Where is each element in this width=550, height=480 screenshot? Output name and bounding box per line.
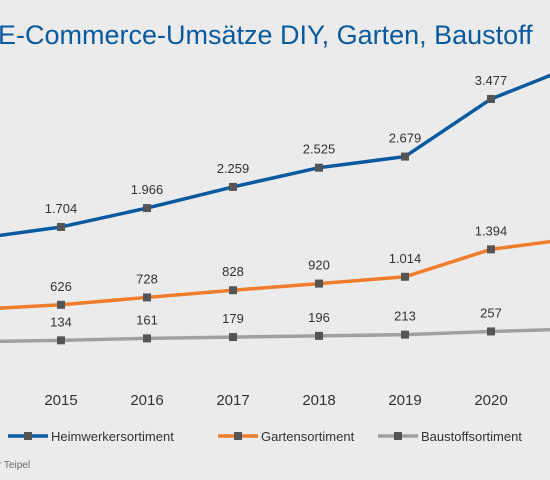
data-labels: 1.704 1.966 2.259 2.525 2.679 3.477 626 728 828 9… <box>45 73 508 329</box>
series-marker-0-2 <box>143 204 151 213</box>
data-label-0-3: 2.259 <box>217 161 250 176</box>
data-label-2-3: 179 <box>222 311 244 326</box>
data-label-1-4: 920 <box>308 258 330 273</box>
x-tick-2020: 2020 <box>474 392 507 409</box>
data-label-0-5: 2.679 <box>389 131 422 146</box>
data-label-0-4: 2.525 <box>303 142 336 157</box>
series-marker-1-1 <box>57 300 65 309</box>
x-tick-2018: 2018 <box>302 392 335 409</box>
series-marker-2-2 <box>143 334 151 343</box>
legend-label-2: Baustoffsortiment <box>421 429 522 444</box>
series-marker-0-5 <box>401 152 409 161</box>
x-axis-ticks: 2015 2016 2017 2018 2019 2020 <box>44 392 507 409</box>
series-marker-2-4 <box>315 331 323 340</box>
series-marker-2-5 <box>401 330 409 339</box>
x-tick-2016: 2016 <box>130 392 163 409</box>
data-label-1-3: 828 <box>222 264 244 279</box>
data-label-0-2: 1.966 <box>131 182 164 197</box>
series-marker-2-3 <box>229 333 237 342</box>
legend-marker-1 <box>234 432 242 440</box>
data-label-1-2: 728 <box>136 271 158 286</box>
series-marker-1-3 <box>229 286 237 295</box>
series-markers <box>57 94 495 345</box>
legend-marker-2 <box>394 432 402 440</box>
data-label-1-6: 1.394 <box>475 223 508 238</box>
data-label-2-4: 196 <box>308 310 330 325</box>
series-marker-1-5 <box>401 272 409 281</box>
data-label-0-6: 3.477 <box>475 73 508 88</box>
data-label-2-1: 134 <box>50 314 72 329</box>
series-marker-1-2 <box>143 293 151 302</box>
series-marker-2-6 <box>487 327 495 336</box>
series-lines <box>0 73 550 344</box>
chart-title: E-Commerce-Umsätze DIY, Garten, Baustoff <box>0 20 533 50</box>
x-tick-2015: 2015 <box>44 392 77 409</box>
series-line-0 <box>0 73 550 238</box>
series-marker-0-1 <box>57 222 65 231</box>
series-marker-0-4 <box>315 163 323 172</box>
x-tick-2019: 2019 <box>388 392 421 409</box>
x-tick-2017: 2017 <box>216 392 249 409</box>
legend-label-1: Gartensortiment <box>261 429 355 444</box>
series-marker-1-6 <box>487 245 495 254</box>
source-note: r Teipel <box>0 460 30 471</box>
data-label-0-1: 1.704 <box>45 201 78 216</box>
data-label-2-6: 257 <box>480 305 502 320</box>
series-line-1 <box>0 239 550 310</box>
data-label-1-5: 1.014 <box>389 251 422 266</box>
legend-label-0: Heimwerkersortiment <box>51 429 174 444</box>
series-marker-2-1 <box>57 336 65 345</box>
data-label-2-5: 213 <box>394 309 416 324</box>
series-line-2 <box>0 328 550 344</box>
data-label-1-1: 626 <box>50 279 72 294</box>
legend: Heimwerkersortiment Gartensortiment Bausto… <box>8 429 522 444</box>
series-marker-0-3 <box>229 182 237 191</box>
data-label-2-2: 161 <box>136 312 158 327</box>
legend-marker-0 <box>24 432 32 440</box>
series-marker-0-6 <box>487 94 495 103</box>
series-marker-1-4 <box>315 279 323 288</box>
